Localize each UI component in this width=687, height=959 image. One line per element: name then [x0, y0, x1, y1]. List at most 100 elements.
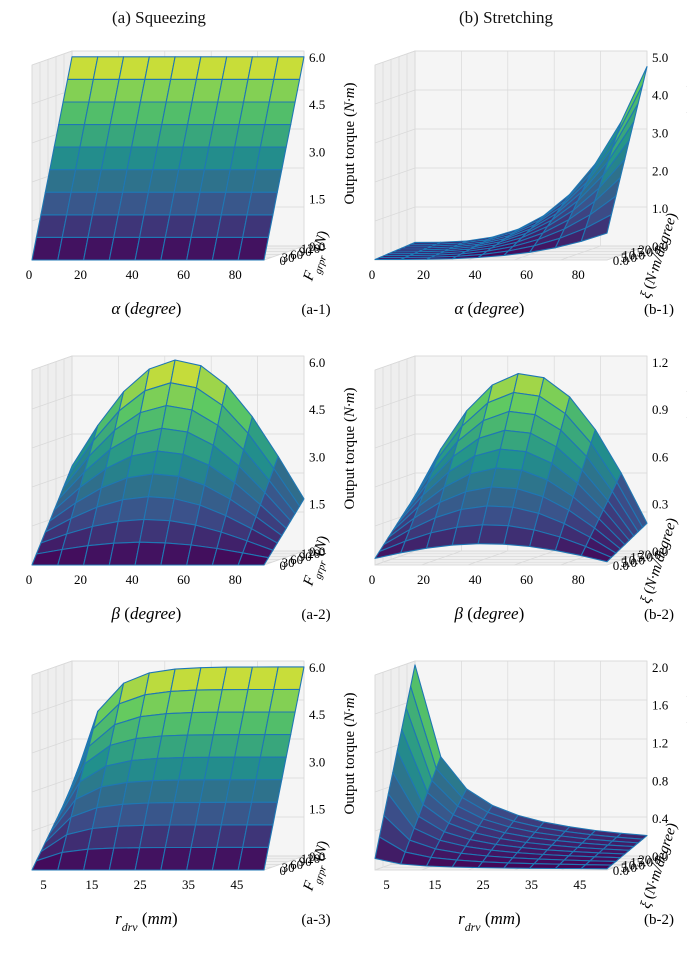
surface-facet	[139, 824, 171, 849]
surface-facet	[70, 169, 102, 193]
panel-label: (a-1)	[301, 302, 330, 318]
x-tick-label: 60	[520, 572, 533, 587]
surface-facet	[482, 505, 514, 527]
surface-facet	[508, 391, 540, 416]
surface-facet	[108, 541, 141, 566]
x-tick-label: 5	[40, 877, 47, 892]
z-tick-label: 0.9	[652, 402, 668, 417]
surface-facet	[61, 214, 93, 238]
surface-facet	[152, 146, 184, 171]
surface-facet	[156, 734, 189, 759]
z-tick-label: 0.0	[652, 849, 668, 864]
y-tick-label: 15.0	[630, 245, 653, 260]
y-axis-label: Fgrpr (N)	[300, 534, 336, 590]
y-tick-label: 20.0	[638, 242, 661, 257]
panel-label: (a-3)	[301, 912, 330, 928]
z-tick-label: 3.0	[309, 449, 325, 464]
z-tick-label: 3.0	[309, 754, 325, 769]
surface-facet	[199, 169, 231, 193]
x-axis-label: rdrv (mm)	[115, 909, 178, 934]
surface-facet	[217, 688, 249, 713]
x-tick-label: 5	[383, 877, 390, 892]
z-tick-label: 0.6	[652, 449, 669, 464]
surface-facet	[118, 56, 150, 80]
pane-gridline	[398, 361, 631, 557]
x-tick-label: 80	[572, 572, 585, 587]
surface-chart-2: 0 20 40 60 80α (degree)0.05.010.015.020.0ξ (…	[369, 50, 687, 318]
surface-facet	[139, 214, 171, 238]
surface-facet	[225, 779, 257, 803]
surface-facet	[486, 486, 518, 508]
z-tick-label: 0.3	[652, 497, 668, 512]
z-tick-label: 4.5	[309, 402, 325, 417]
surface-facet	[135, 101, 167, 126]
z-axis-label: Output torque (N·m)	[342, 692, 358, 814]
panel-label: (b-2)	[644, 607, 674, 623]
pane-gridline	[374, 675, 607, 871]
surface-facet	[165, 78, 197, 103]
z-tick-label: 0.8	[652, 773, 668, 788]
x-tick-label: 80	[229, 267, 242, 282]
surface-facet	[580, 864, 612, 870]
surface-facet	[113, 824, 145, 849]
surface-facet	[134, 236, 166, 261]
x-tick-label: 40	[126, 572, 139, 587]
surface-facet	[108, 847, 141, 871]
x-tick-label: 0	[369, 572, 376, 587]
surface-facet	[139, 518, 171, 544]
surface-facet	[268, 78, 301, 103]
surface-facet	[273, 56, 305, 80]
x-tick-label: 45	[230, 877, 243, 892]
panel-label: (a-2)	[301, 607, 330, 623]
surface-facet	[164, 520, 197, 546]
surface-facet	[247, 666, 279, 691]
x-tick-label: 45	[573, 877, 586, 892]
surface-facet	[122, 169, 154, 193]
z-tick-label: 1.2	[652, 355, 668, 370]
surface-facet	[156, 124, 189, 148]
surface-facet	[255, 146, 287, 171]
surface-facet	[169, 191, 201, 216]
y-tick-label: 120	[301, 851, 321, 866]
surface-facet	[105, 124, 137, 148]
surface-facet	[169, 801, 201, 826]
surface-facet	[143, 191, 175, 216]
y-tick-label: 30	[282, 250, 295, 265]
y-tick-label: 30	[282, 555, 295, 570]
surface-facet	[58, 101, 90, 126]
surface-facet	[191, 78, 223, 103]
x-axis-label: α (degree)	[111, 299, 181, 318]
surface-facet	[114, 78, 146, 103]
surface-facet	[182, 124, 214, 148]
z-tick-label: 2.0	[652, 163, 668, 178]
x-tick-label: 15	[428, 877, 441, 892]
surface-facet	[152, 757, 184, 782]
y-tick-label: 10.0	[622, 552, 645, 567]
surface-facet	[216, 824, 248, 848]
pane-gridline	[406, 358, 639, 555]
x-tick-label: 60	[177, 572, 190, 587]
surface-facet	[186, 846, 218, 871]
panel-label: (b-2)	[644, 912, 674, 928]
surface-facet	[238, 711, 270, 736]
surface-chart-4: 0 20 40 60 80β (degree)0.05.010.015.020.0ξ (…	[369, 355, 687, 623]
x-axis-label: β (degree)	[454, 604, 525, 623]
surface-facet	[495, 448, 527, 471]
surface-facet	[178, 756, 210, 781]
x-tick-label: 15	[85, 877, 98, 892]
surface-facet	[35, 214, 68, 238]
surface-facet	[143, 802, 175, 826]
surface-facet	[199, 779, 231, 803]
surface-facet	[268, 688, 301, 713]
y-axis-label: Fgrpr (N)	[300, 229, 336, 285]
surface-facet	[259, 124, 292, 148]
surface-facet	[160, 846, 192, 871]
surface-facet	[499, 429, 532, 453]
y-tick-label: 10.0	[622, 857, 645, 872]
surface-facet	[161, 405, 193, 433]
surface-facet	[187, 711, 219, 736]
